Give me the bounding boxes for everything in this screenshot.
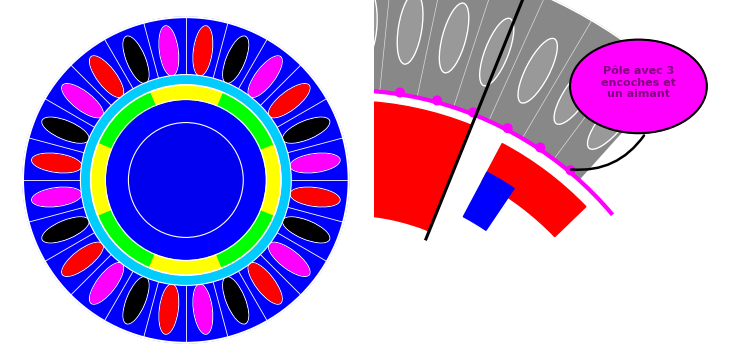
Ellipse shape bbox=[570, 40, 707, 133]
Ellipse shape bbox=[63, 243, 102, 275]
Circle shape bbox=[91, 85, 281, 275]
Ellipse shape bbox=[269, 243, 309, 275]
Ellipse shape bbox=[481, 20, 512, 84]
Ellipse shape bbox=[284, 218, 328, 242]
Wedge shape bbox=[251, 216, 516, 360]
Ellipse shape bbox=[160, 27, 177, 75]
Wedge shape bbox=[464, 172, 514, 230]
Wedge shape bbox=[216, 211, 274, 268]
Ellipse shape bbox=[250, 264, 281, 303]
Circle shape bbox=[469, 108, 478, 117]
Ellipse shape bbox=[269, 85, 309, 117]
Ellipse shape bbox=[224, 37, 247, 82]
Wedge shape bbox=[195, 0, 670, 180]
Ellipse shape bbox=[63, 85, 102, 117]
Ellipse shape bbox=[43, 118, 88, 142]
Circle shape bbox=[396, 88, 404, 97]
Ellipse shape bbox=[224, 278, 247, 323]
Ellipse shape bbox=[194, 285, 211, 333]
Ellipse shape bbox=[284, 118, 328, 142]
Circle shape bbox=[320, 85, 328, 93]
Wedge shape bbox=[91, 144, 111, 216]
Wedge shape bbox=[261, 144, 281, 216]
Wedge shape bbox=[98, 211, 155, 268]
Wedge shape bbox=[98, 92, 155, 149]
Ellipse shape bbox=[355, 0, 375, 58]
Ellipse shape bbox=[250, 57, 281, 96]
Ellipse shape bbox=[291, 154, 339, 172]
Ellipse shape bbox=[124, 278, 148, 323]
Circle shape bbox=[503, 124, 512, 132]
Wedge shape bbox=[428, 125, 589, 284]
Ellipse shape bbox=[264, 0, 287, 63]
Ellipse shape bbox=[589, 94, 636, 148]
Circle shape bbox=[130, 123, 242, 237]
Circle shape bbox=[536, 143, 545, 152]
Ellipse shape bbox=[441, 5, 467, 71]
Wedge shape bbox=[149, 255, 222, 275]
Ellipse shape bbox=[33, 154, 80, 172]
Ellipse shape bbox=[556, 65, 597, 123]
Ellipse shape bbox=[194, 27, 211, 75]
Ellipse shape bbox=[33, 188, 80, 206]
Circle shape bbox=[358, 84, 367, 93]
Circle shape bbox=[23, 17, 349, 343]
Wedge shape bbox=[216, 92, 274, 149]
Circle shape bbox=[566, 166, 575, 175]
Ellipse shape bbox=[399, 0, 421, 62]
Wedge shape bbox=[241, 101, 472, 232]
Circle shape bbox=[84, 78, 288, 282]
Circle shape bbox=[433, 96, 442, 105]
Circle shape bbox=[245, 97, 254, 106]
Ellipse shape bbox=[91, 57, 122, 96]
Ellipse shape bbox=[124, 37, 148, 82]
Ellipse shape bbox=[219, 6, 245, 72]
Ellipse shape bbox=[291, 188, 339, 206]
Ellipse shape bbox=[520, 40, 556, 102]
Ellipse shape bbox=[43, 218, 88, 242]
Wedge shape bbox=[149, 85, 222, 105]
Ellipse shape bbox=[91, 264, 122, 303]
Text: Pôle avec 3
encoches et
un aimant: Pôle avec 3 encoches et un aimant bbox=[601, 66, 676, 99]
Wedge shape bbox=[482, 144, 586, 237]
Ellipse shape bbox=[160, 285, 177, 333]
Ellipse shape bbox=[311, 0, 330, 58]
Circle shape bbox=[282, 89, 291, 98]
